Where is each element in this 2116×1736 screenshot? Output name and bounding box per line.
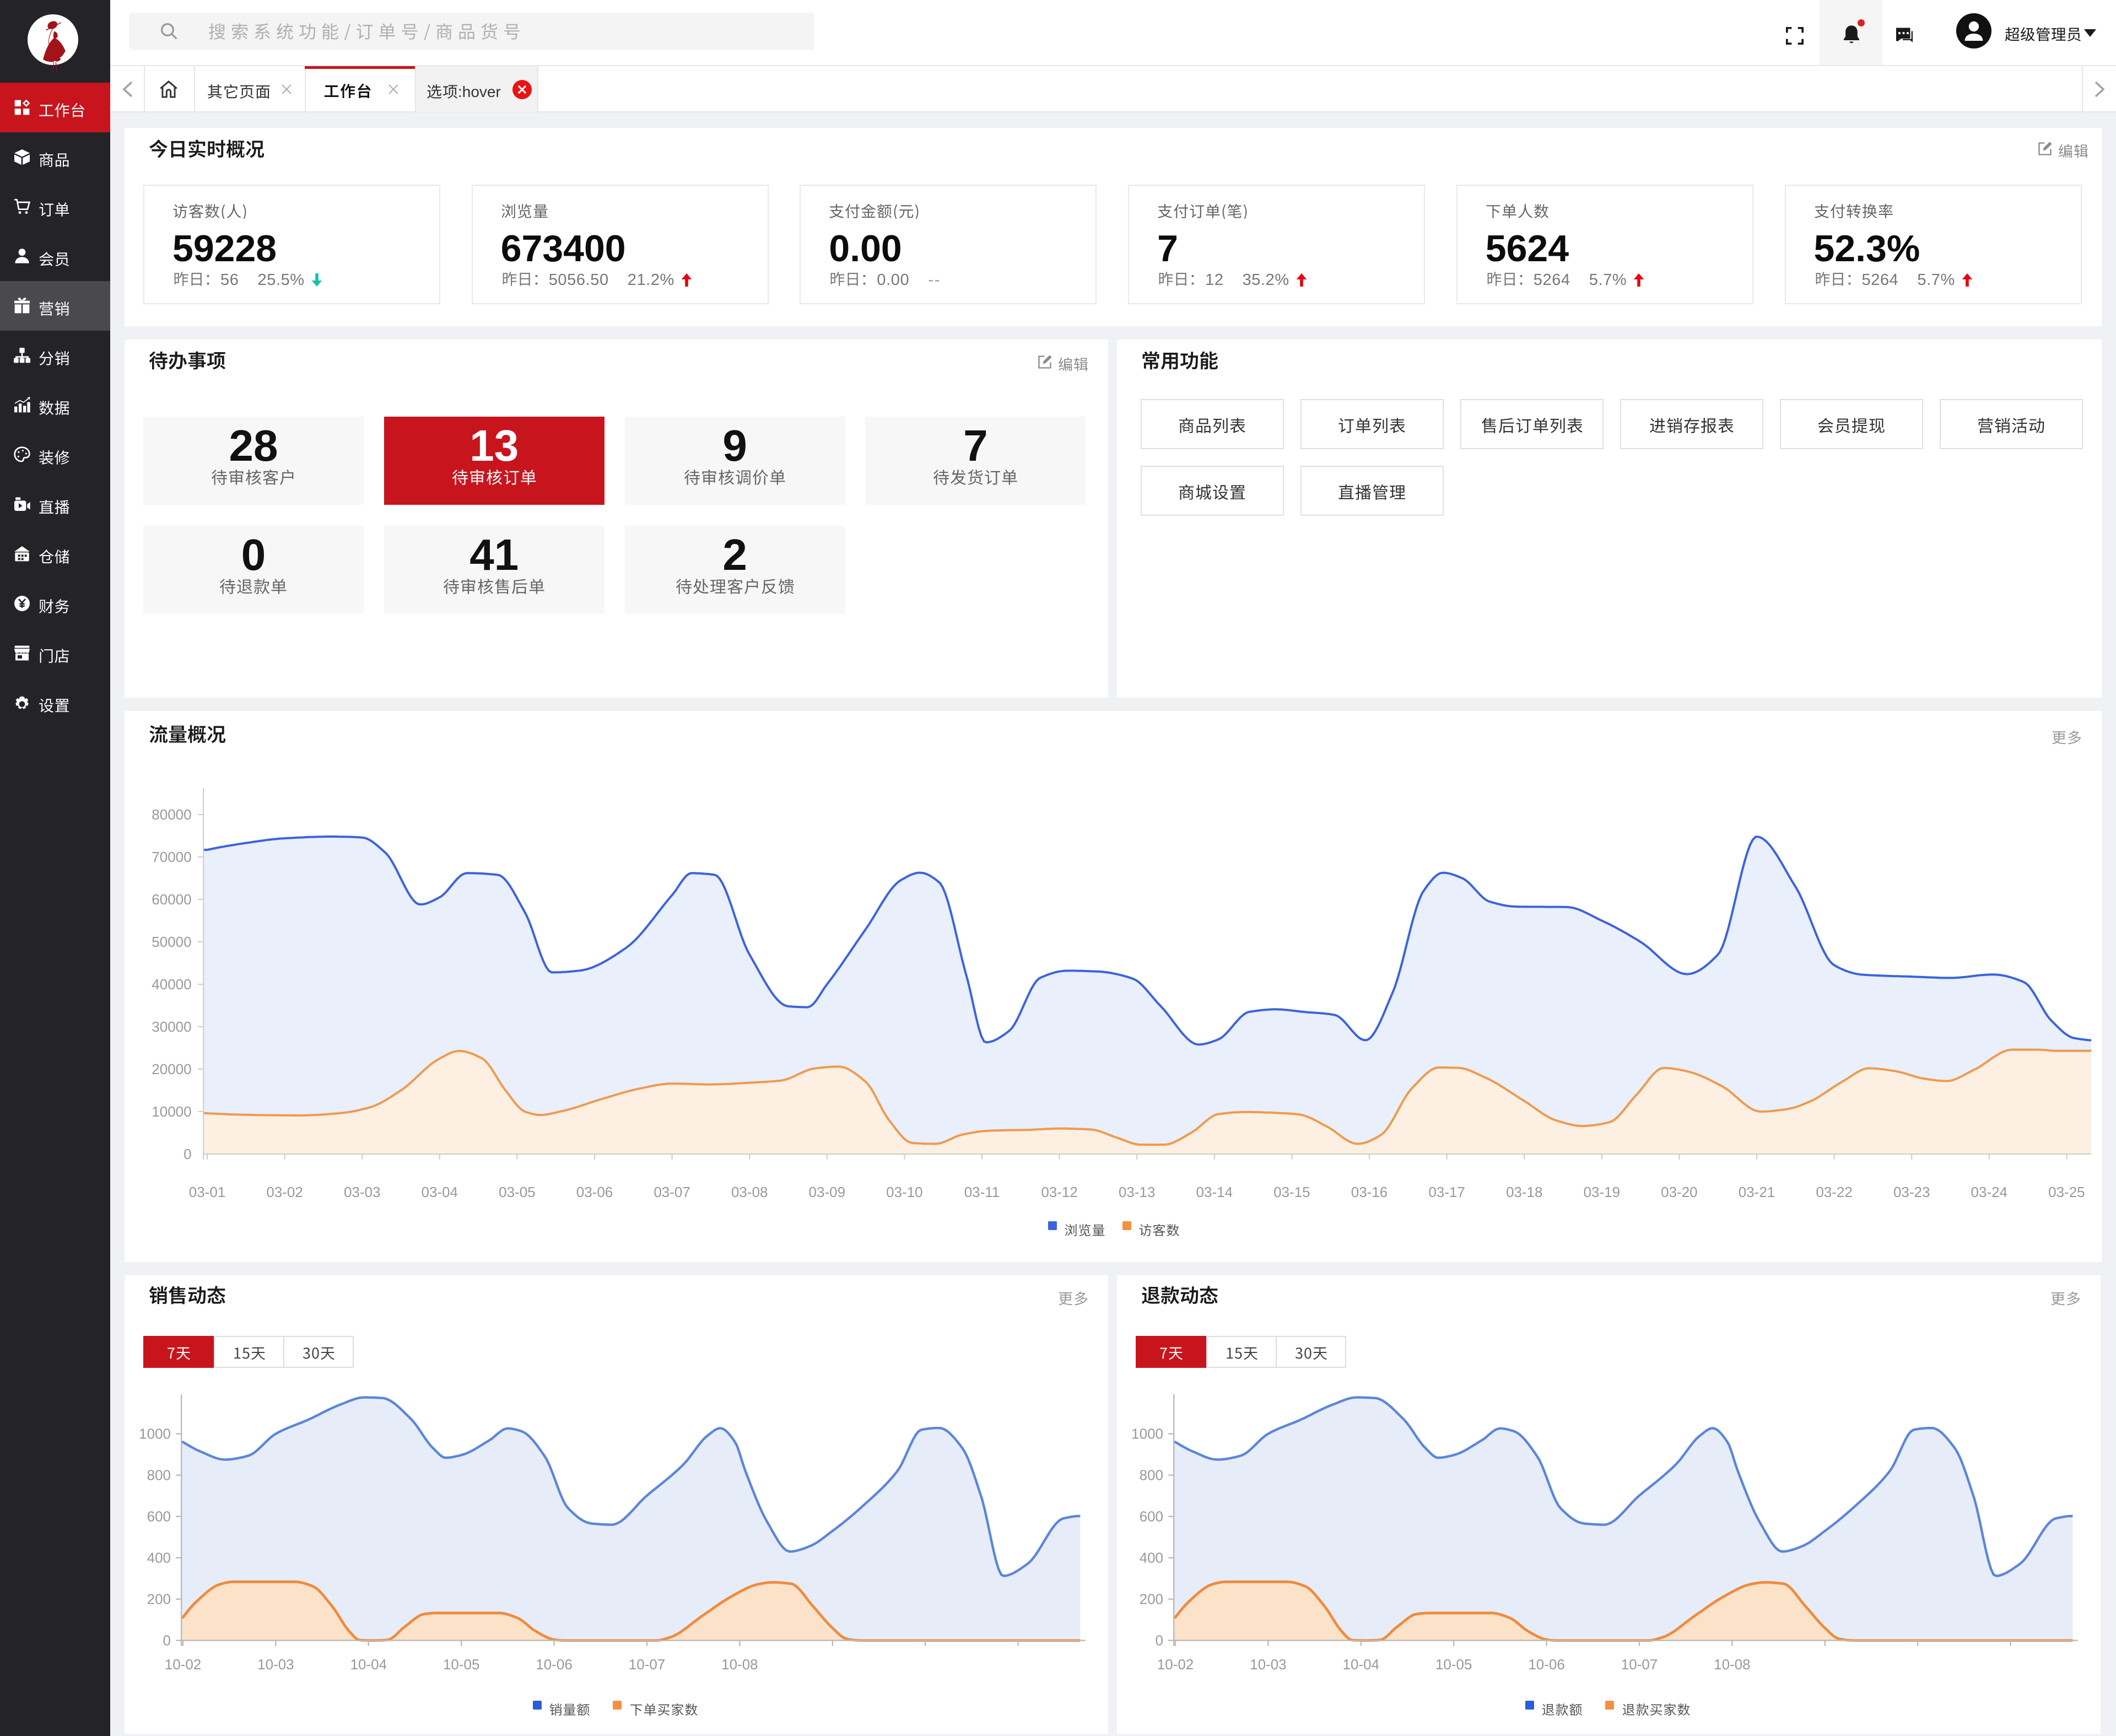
svg-text:10-03: 10-03 [1250,1656,1287,1673]
svg-text:10-02: 10-02 [1157,1656,1194,1673]
svg-text:03-25: 03-25 [2048,1184,2085,1200]
svg-text:800: 800 [147,1467,171,1484]
svg-text:10-05: 10-05 [1435,1656,1472,1673]
svg-text:03-17: 03-17 [1428,1184,1465,1200]
svg-text:03-14: 03-14 [1196,1184,1233,1200]
svg-text:200: 200 [147,1591,171,1608]
svg-text:03-16: 03-16 [1351,1184,1388,1200]
svg-text:10-06: 10-06 [536,1656,573,1673]
svg-text:1000: 1000 [139,1426,171,1442]
svg-text:03-07: 03-07 [654,1184,690,1200]
svg-text:400: 400 [1140,1550,1163,1566]
svg-text:80000: 80000 [152,806,191,823]
svg-text:03-05: 03-05 [499,1184,536,1200]
svg-text:10-04: 10-04 [1343,1656,1380,1673]
svg-text:10-05: 10-05 [443,1656,480,1673]
svg-text:0: 0 [1156,1632,1163,1649]
svg-text:800: 800 [1140,1467,1163,1484]
svg-text:03-08: 03-08 [731,1184,768,1200]
svg-text:03-24: 03-24 [1971,1184,2008,1200]
svg-text:03-13: 03-13 [1119,1184,1156,1200]
svg-text:0: 0 [183,1146,191,1162]
svg-text:03-04: 03-04 [422,1184,458,1200]
svg-text:10-07: 10-07 [1621,1656,1658,1673]
svg-text:0: 0 [163,1632,171,1649]
svg-text:10000: 10000 [152,1103,191,1120]
svg-text:03-22: 03-22 [1816,1184,1853,1200]
svg-text:10-07: 10-07 [629,1656,666,1673]
svg-text:03-11: 03-11 [964,1184,1000,1200]
svg-text:10-08: 10-08 [1714,1656,1751,1673]
svg-text:03-23: 03-23 [1893,1184,1930,1200]
svg-text:10-02: 10-02 [165,1656,202,1673]
svg-text:40000: 40000 [152,976,191,993]
svg-text:50000: 50000 [152,934,191,950]
svg-text:03-15: 03-15 [1273,1184,1310,1200]
svg-text:60000: 60000 [152,891,191,908]
svg-text:30000: 30000 [152,1018,191,1035]
svg-text:03-12: 03-12 [1041,1184,1078,1200]
svg-text:03-20: 03-20 [1661,1184,1698,1200]
svg-text:400: 400 [147,1550,171,1566]
svg-text:20000: 20000 [152,1061,191,1077]
svg-text:600: 600 [147,1508,171,1525]
svg-text:10-06: 10-06 [1528,1656,1565,1673]
svg-text:200: 200 [1140,1591,1163,1608]
svg-text:1000: 1000 [1131,1426,1163,1442]
svg-text:70000: 70000 [152,849,191,865]
svg-text:03-06: 03-06 [576,1184,613,1200]
svg-text:03-09: 03-09 [809,1184,846,1200]
svg-text:600: 600 [1140,1508,1163,1525]
svg-text:03-10: 03-10 [886,1184,923,1200]
svg-text:03-21: 03-21 [1739,1184,1775,1200]
svg-text:10-03: 10-03 [257,1656,294,1673]
svg-text:10-04: 10-04 [350,1656,387,1673]
svg-text:03-19: 03-19 [1584,1184,1621,1200]
svg-text:03-02: 03-02 [266,1184,303,1200]
svg-text:03-01: 03-01 [189,1184,226,1200]
svg-text:10-08: 10-08 [721,1656,758,1673]
svg-text:03-03: 03-03 [344,1184,381,1200]
svg-text:03-18: 03-18 [1506,1184,1543,1200]
